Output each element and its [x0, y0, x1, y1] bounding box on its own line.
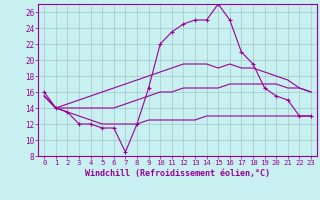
X-axis label: Windchill (Refroidissement éolien,°C): Windchill (Refroidissement éolien,°C) — [85, 169, 270, 178]
